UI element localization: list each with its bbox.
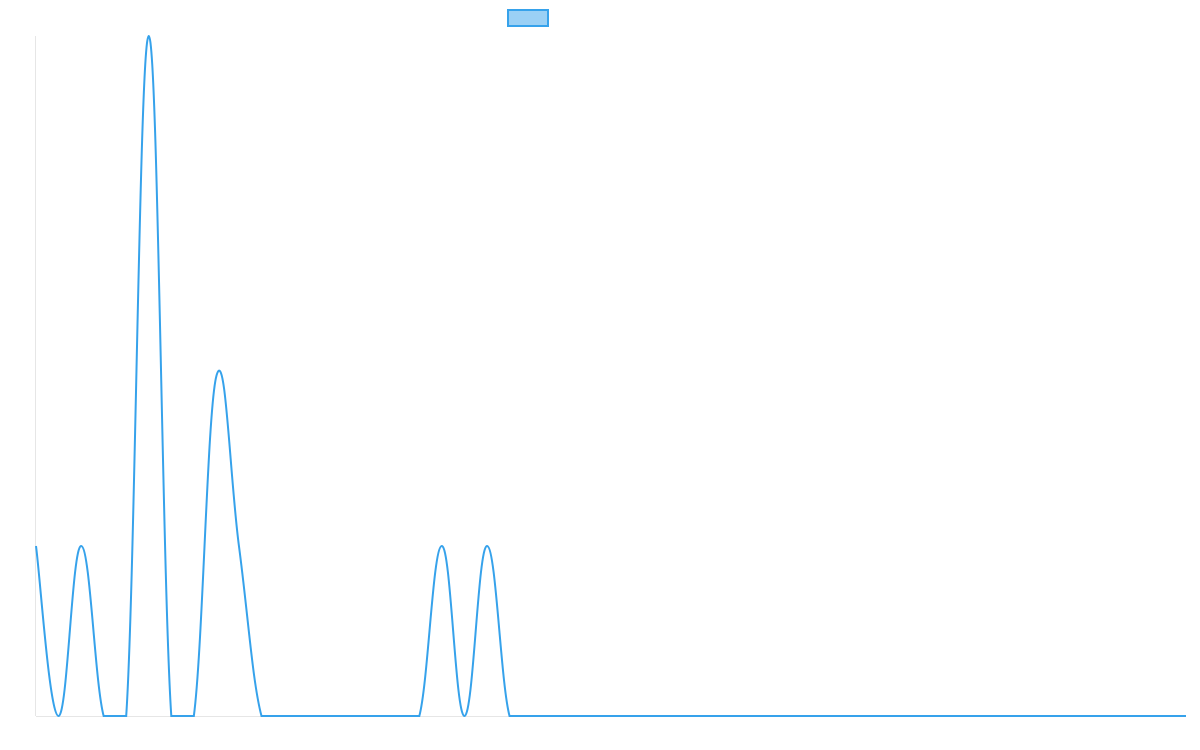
line bbox=[35, 34, 1186, 718]
legend-swatch bbox=[507, 9, 549, 27]
